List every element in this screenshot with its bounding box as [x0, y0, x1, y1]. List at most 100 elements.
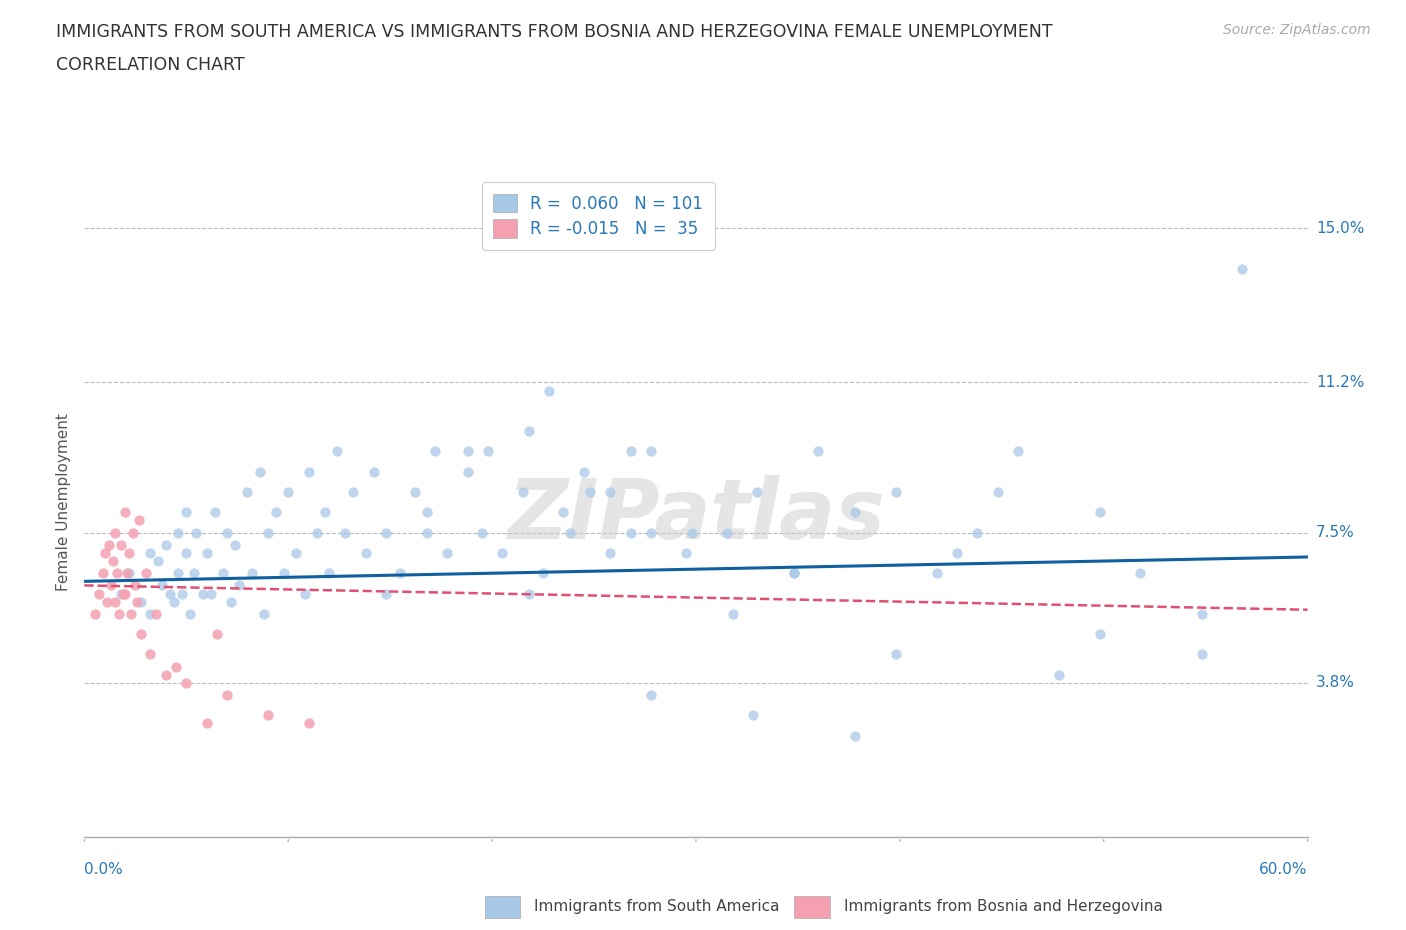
- Point: [1191, 647, 1213, 662]
- Point: [150, 578, 173, 592]
- Point: [146, 553, 169, 568]
- Point: [96, 594, 118, 609]
- Point: [110, 538, 132, 552]
- Point: [145, 606, 167, 621]
- Text: 15.0%: 15.0%: [1316, 220, 1364, 236]
- Point: [135, 565, 157, 580]
- Text: 7.5%: 7.5%: [1316, 525, 1354, 540]
- Point: [264, 505, 287, 520]
- Point: [159, 586, 181, 601]
- Point: [217, 687, 239, 702]
- Point: [512, 485, 534, 499]
- Point: [354, 546, 377, 561]
- Legend: R =  0.060   N = 101, R = -0.015   N =  35: R = 0.060 N = 101, R = -0.015 N = 35: [482, 182, 714, 250]
- Point: [217, 525, 239, 540]
- Point: [138, 647, 160, 662]
- Text: Source: ZipAtlas.com: Source: ZipAtlas.com: [1223, 23, 1371, 37]
- Point: [115, 565, 138, 580]
- Point: [298, 716, 321, 731]
- Point: [640, 444, 662, 458]
- Point: [277, 485, 299, 499]
- Point: [335, 525, 357, 540]
- Point: [326, 444, 349, 458]
- Point: [104, 525, 127, 540]
- Point: [212, 565, 235, 580]
- Point: [531, 565, 554, 580]
- Point: [167, 525, 190, 540]
- Point: [224, 538, 246, 552]
- Point: [579, 485, 602, 499]
- Point: [1047, 667, 1070, 682]
- Point: [640, 525, 662, 540]
- Point: [305, 525, 328, 540]
- Point: [219, 594, 242, 609]
- Point: [195, 546, 218, 561]
- Point: [946, 546, 969, 561]
- Point: [884, 485, 907, 499]
- Text: Immigrants from Bosnia and Herzegovina: Immigrants from Bosnia and Herzegovina: [844, 899, 1163, 914]
- Point: [599, 485, 621, 499]
- Point: [110, 586, 132, 601]
- Point: [721, 606, 744, 621]
- Point: [553, 505, 575, 520]
- Point: [118, 546, 141, 561]
- Point: [100, 578, 122, 592]
- Point: [240, 565, 263, 580]
- Point: [436, 546, 458, 561]
- Point: [314, 505, 336, 520]
- Text: Immigrants from South America: Immigrants from South America: [534, 899, 780, 914]
- Point: [204, 505, 226, 520]
- Point: [491, 546, 513, 561]
- Point: [1088, 627, 1111, 642]
- Point: [114, 586, 136, 601]
- Point: [620, 444, 643, 458]
- Point: [675, 546, 697, 561]
- Point: [716, 525, 738, 540]
- Point: [167, 565, 190, 580]
- Point: [558, 525, 581, 540]
- Point: [620, 525, 643, 540]
- Point: [436, 18, 458, 33]
- Point: [108, 606, 131, 621]
- Point: [844, 728, 866, 743]
- Point: [112, 586, 135, 601]
- Point: [742, 708, 765, 723]
- Point: [471, 525, 494, 540]
- Point: [172, 586, 194, 601]
- Point: [155, 667, 177, 682]
- Point: [138, 546, 160, 561]
- Point: [783, 565, 806, 580]
- Point: [517, 586, 540, 601]
- Point: [114, 505, 136, 520]
- Text: IMMIGRANTS FROM SOUTH AMERICA VS IMMIGRANTS FROM BOSNIA AND HERZEGOVINA FEMALE U: IMMIGRANTS FROM SOUTH AMERICA VS IMMIGRA…: [56, 23, 1053, 41]
- Point: [375, 525, 398, 540]
- Point: [884, 647, 907, 662]
- Point: [253, 606, 276, 621]
- Text: ZIPatlas: ZIPatlas: [508, 475, 884, 556]
- Point: [186, 525, 208, 540]
- Point: [285, 546, 308, 561]
- Point: [404, 485, 426, 499]
- Point: [87, 586, 110, 601]
- Point: [1007, 444, 1029, 458]
- Point: [257, 525, 280, 540]
- Text: 0.0%: 0.0%: [84, 862, 124, 877]
- Point: [681, 525, 703, 540]
- Point: [517, 424, 540, 439]
- Point: [124, 578, 146, 592]
- Point: [83, 606, 105, 621]
- Point: [97, 538, 120, 552]
- Text: 3.8%: 3.8%: [1316, 675, 1355, 690]
- Point: [228, 578, 250, 592]
- Point: [163, 594, 186, 609]
- Text: 60.0%: 60.0%: [1260, 862, 1308, 877]
- Point: [249, 464, 271, 479]
- Point: [783, 565, 806, 580]
- Point: [423, 444, 446, 458]
- Point: [131, 627, 153, 642]
- Point: [747, 485, 769, 499]
- Point: [273, 565, 295, 580]
- Point: [91, 565, 114, 580]
- Point: [477, 444, 499, 458]
- Point: [183, 565, 205, 580]
